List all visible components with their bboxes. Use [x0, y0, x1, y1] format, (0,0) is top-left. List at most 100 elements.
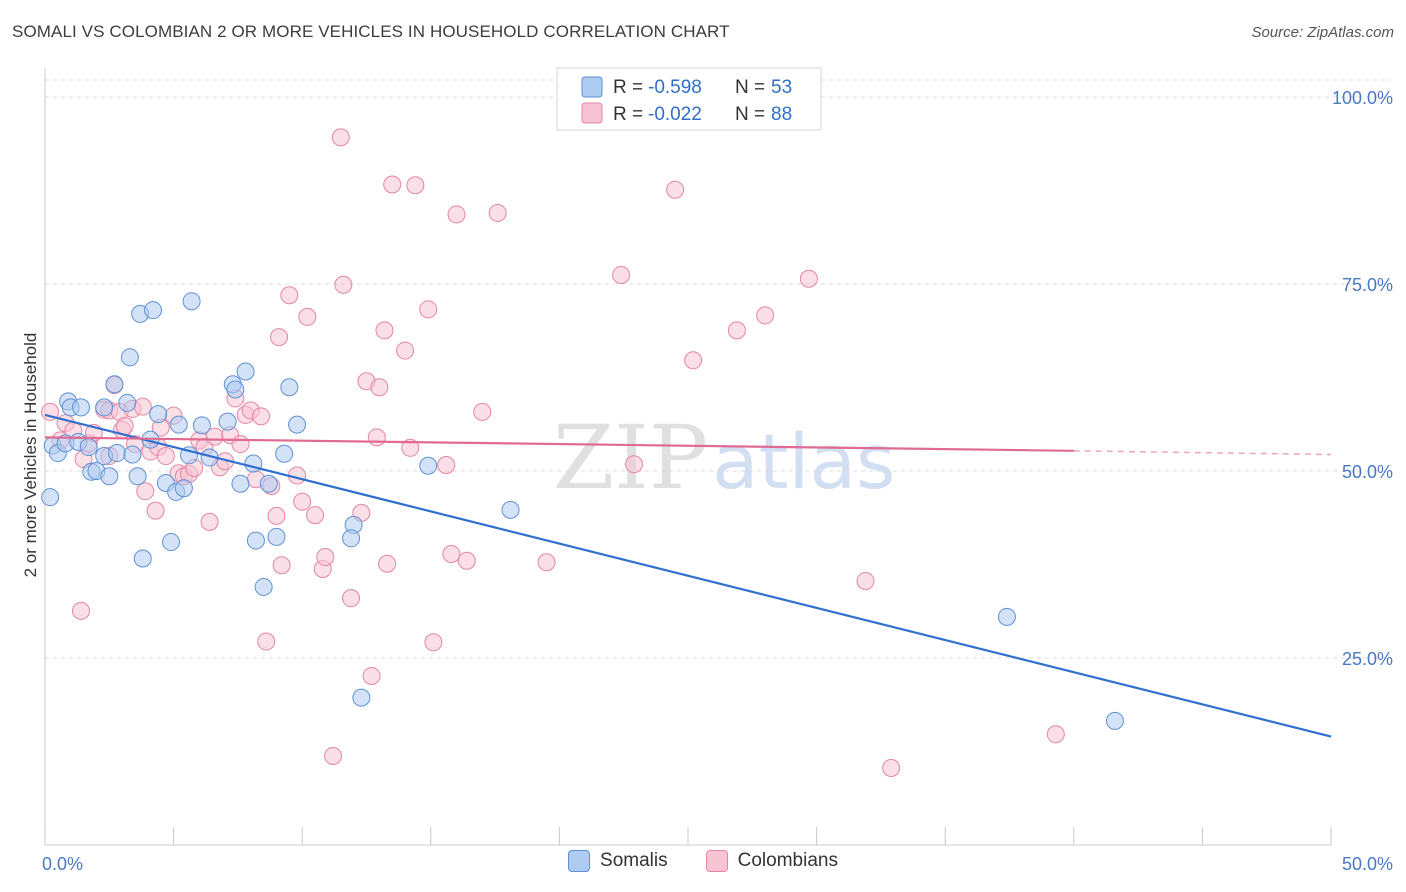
somali-point	[133, 549, 152, 568]
colombian-point	[375, 321, 394, 340]
tick-labels: 25.0% 50.0% 75.0% 100.0% 0.0% 50.0%	[42, 88, 1393, 874]
y-tick-label: 50.0%	[1342, 462, 1393, 482]
colombian-point	[334, 275, 353, 294]
somali-point	[226, 380, 245, 399]
colombian-point	[799, 269, 818, 288]
somali-trend-line	[44, 413, 1332, 738]
y-tick-label: 25.0%	[1342, 649, 1393, 669]
somalis-label: Somalis	[600, 850, 668, 871]
somali-point	[174, 479, 193, 498]
x-tick-label-max: 50.0%	[1342, 854, 1393, 874]
colombian-point	[72, 601, 91, 620]
somali-point	[123, 445, 142, 464]
somali-point	[259, 474, 278, 493]
trend-lines	[44, 413, 1332, 738]
colombian-point	[882, 758, 901, 777]
bottom-legend-somalis: Somalis	[568, 850, 668, 872]
colombian-point	[280, 286, 299, 305]
legend-n-label-colombian: N =	[735, 104, 765, 125]
colombian-point	[727, 321, 746, 340]
somali-point	[236, 362, 255, 381]
somali-point	[275, 444, 294, 463]
bottom-legend: Somalis Colombians	[0, 850, 1406, 872]
somali-point	[108, 444, 127, 463]
legend: R = -0.598 N = 53 R = -0.022 N = 88	[556, 67, 822, 131]
colombian-point	[378, 554, 397, 573]
source-label: Source: ZipAtlas.com	[1251, 24, 1394, 41]
colombian-point	[267, 506, 286, 525]
somali-point	[169, 415, 188, 434]
somali-point	[118, 393, 137, 412]
somali-point	[79, 438, 98, 457]
y-axis-label: 2 or more Vehicles in Household	[21, 333, 40, 578]
colombian-point	[298, 307, 317, 326]
somali-point	[182, 292, 201, 311]
colombian-point	[856, 571, 875, 590]
colombian-point	[370, 378, 389, 397]
x-tick-label-min: 0.0%	[42, 854, 83, 874]
somali-point	[95, 398, 114, 417]
colombian-point	[367, 428, 386, 447]
somali-point	[342, 529, 361, 548]
colombian-point	[342, 589, 361, 608]
somali-point	[419, 456, 438, 475]
somali-point	[120, 348, 139, 367]
colombians-label: Colombians	[737, 850, 838, 871]
colombian-point	[442, 545, 461, 564]
colombian-point	[756, 306, 775, 325]
legend-colombian-swatch	[581, 102, 603, 124]
somali-point	[72, 398, 91, 417]
colombian-point	[362, 666, 381, 685]
somalis-swatch	[568, 850, 591, 872]
colombian-point	[257, 632, 276, 651]
legend-somali-swatch	[581, 76, 603, 98]
colombian-point	[231, 435, 250, 454]
colombian-point	[488, 203, 507, 222]
colombian-point	[437, 456, 456, 475]
colombian-point	[136, 482, 155, 501]
colombian-point	[316, 548, 335, 567]
colombian-point	[270, 328, 289, 347]
legend-n-label-somali: N =	[735, 77, 765, 98]
colombian-point	[424, 633, 443, 652]
colombian-point	[396, 341, 415, 360]
bottom-legend-colombians: Colombians	[705, 850, 838, 872]
y-tick-label: 100.0%	[1332, 88, 1393, 108]
watermark-atlas: atlas	[712, 417, 896, 506]
colombian-point	[666, 180, 685, 199]
legend-n-colombian: 88	[771, 104, 792, 125]
colombian-point	[447, 205, 466, 224]
colombian-point	[684, 351, 703, 370]
colombian-point	[252, 407, 271, 426]
colombian-point	[383, 175, 402, 194]
colombians-swatch	[705, 850, 728, 872]
colombian-point	[146, 501, 165, 520]
somali-point	[128, 467, 147, 486]
somali-point	[100, 467, 119, 486]
somali-point	[149, 405, 168, 424]
colombian-point	[306, 506, 325, 525]
colombian-point	[419, 300, 438, 319]
legend-r-somali: -0.598	[648, 77, 702, 98]
colombian-point	[473, 402, 492, 421]
somali-point	[246, 531, 265, 550]
somali-point	[267, 527, 286, 546]
somali-point	[192, 416, 211, 435]
legend-n-somali: 53	[771, 77, 792, 98]
colombian-point	[293, 492, 312, 511]
colombian-point	[612, 266, 631, 285]
colombian-trend-extension	[1073, 450, 1332, 456]
colombian-point	[401, 438, 420, 457]
legend-r-label-colombian: R =	[613, 104, 643, 125]
somali-point	[288, 415, 307, 434]
chart-title: SOMALI VS COLOMBIAN 2 OR MORE VEHICLES I…	[12, 22, 730, 41]
colombian-point	[133, 397, 152, 416]
colombian-point	[1046, 725, 1065, 744]
colombian-point	[115, 417, 134, 436]
colombian-point	[156, 447, 175, 466]
colombian-point	[272, 556, 291, 575]
somali-point	[41, 488, 60, 507]
y-tick-label: 75.0%	[1342, 275, 1393, 295]
somali-point	[501, 500, 520, 519]
